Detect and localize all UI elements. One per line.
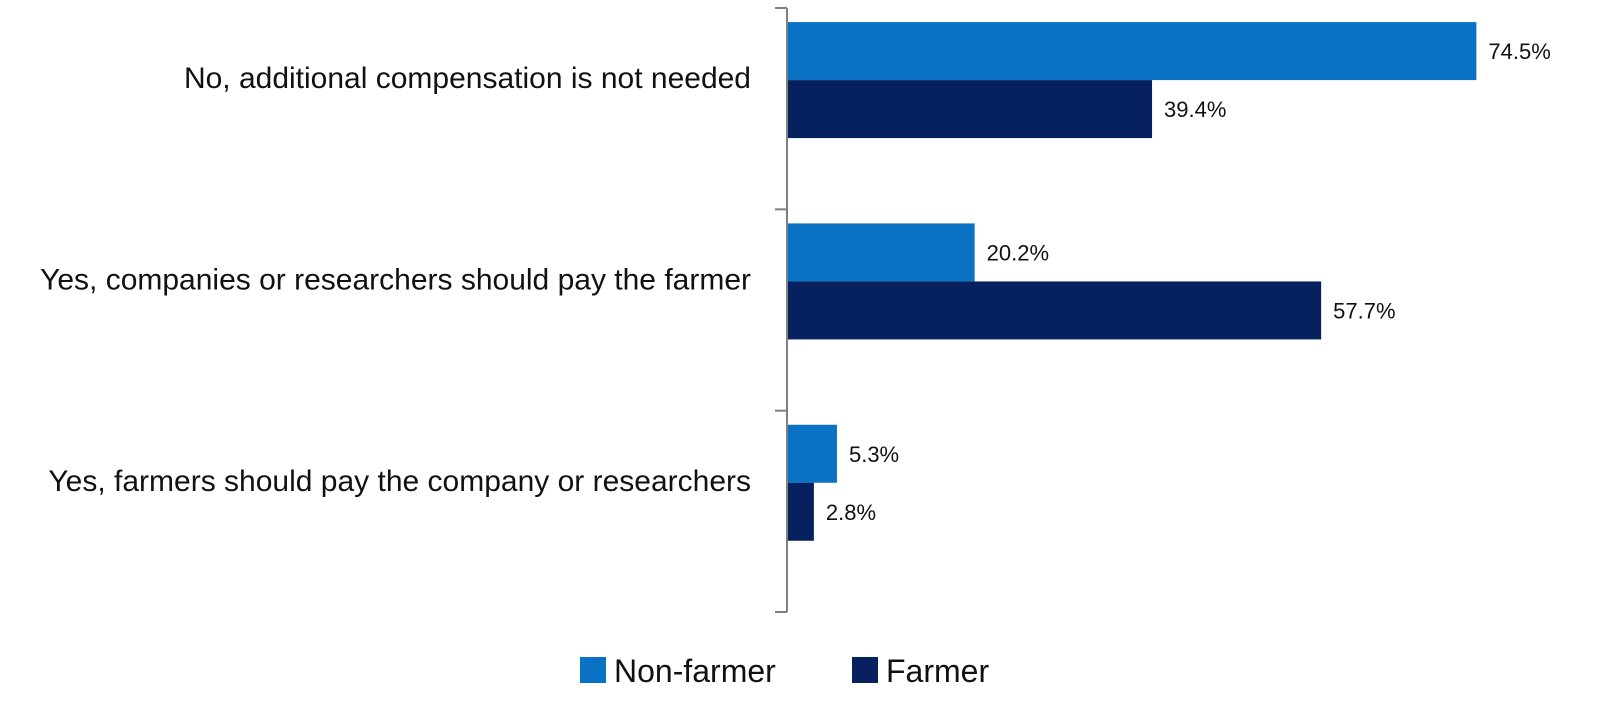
category-label: Yes, farmers should pay the company or r…: [48, 465, 751, 498]
bar-non-farmer-2: [788, 424, 837, 483]
data-label: 20.2%: [987, 240, 1049, 265]
category-axis: [775, 7, 788, 613]
bar-farmer-2: [788, 482, 814, 541]
legend-swatch-non-farmer: [580, 657, 606, 683]
data-label: 2.8%: [826, 500, 876, 525]
bars: [788, 22, 1477, 541]
bar-farmer-0: [788, 80, 1153, 139]
data-label: 39.4%: [1164, 97, 1226, 122]
category-label: Yes, companies or researchers should pay…: [40, 263, 751, 296]
category-labels: No, additional compensation is not neede…: [40, 62, 751, 498]
data-label: 5.3%: [849, 442, 899, 467]
data-label: 74.5%: [1488, 39, 1550, 64]
legend-label-non-farmer: Non-farmer: [614, 653, 776, 689]
legend-swatch-farmer: [852, 657, 878, 683]
data-label: 57.7%: [1333, 298, 1395, 323]
bar-non-farmer-1: [788, 223, 975, 282]
bar-non-farmer-0: [788, 22, 1477, 81]
legend-label-farmer: Farmer: [886, 653, 989, 689]
bar-farmer-1: [788, 281, 1322, 340]
legend: Non-farmer Farmer: [580, 653, 989, 689]
category-label: No, additional compensation is not neede…: [184, 62, 751, 95]
data-labels: 74.5% 20.2% 5.3% 39.4% 57.7% 2.8%: [826, 39, 1551, 525]
